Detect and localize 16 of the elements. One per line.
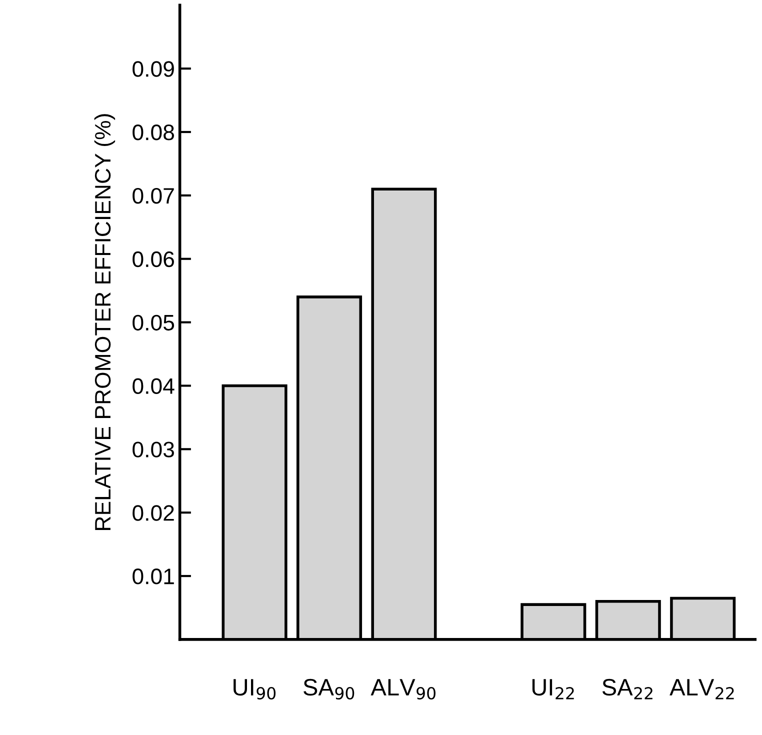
x-tick-label: SA$_{90}$ <box>304 678 354 700</box>
y-tick-label: 0.06 <box>132 251 174 268</box>
y-tick-label: 0.01 <box>132 568 174 584</box>
x-tick-label: UI$_{22}$ <box>532 679 574 700</box>
x-tick-label: ALV$_{22}$ <box>670 679 734 700</box>
y-tick-label: 0.08 <box>132 124 174 140</box>
y-tick-label: 0.02 <box>132 505 174 521</box>
y-tick-label: 0.07 <box>132 188 174 204</box>
x-tick-label: SA$_{22}$ <box>602 678 652 700</box>
y-tick-label: 0.03 <box>132 442 174 458</box>
y-tick-label: 0.04 <box>132 378 174 394</box>
x-tick-label: ALV$_{90}$ <box>370 679 436 700</box>
y-axis-title: RELATIVE PROMOTER EFFICIENCY (%) <box>94 114 116 530</box>
y-tick-label: 0.09 <box>132 61 174 77</box>
x-tick-label: UI$_{90}$ <box>234 679 276 700</box>
y-tick-label: 0.05 <box>132 314 174 331</box>
